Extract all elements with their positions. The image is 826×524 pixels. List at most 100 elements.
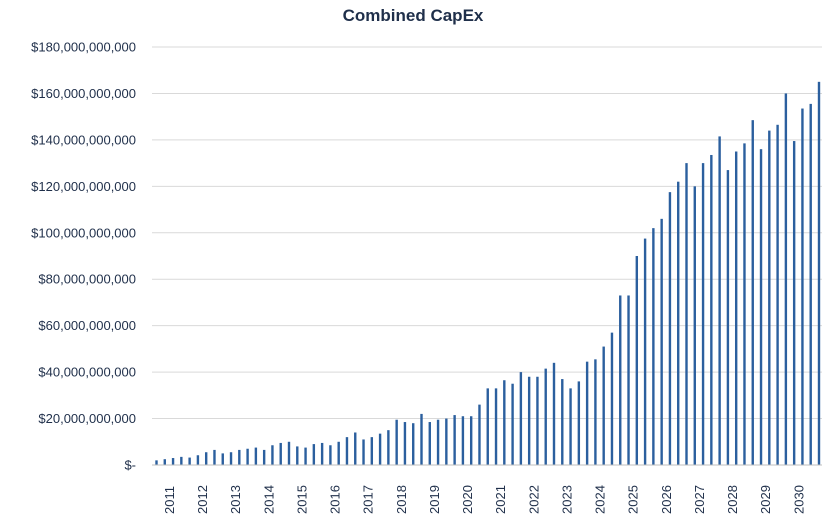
bar: [279, 442, 282, 465]
bar: [436, 419, 440, 465]
x-tick-label: 2021: [493, 485, 508, 514]
x-tick-label: 2017: [361, 485, 376, 514]
bar: [238, 449, 241, 465]
y-tick-label: $120,000,000,000: [31, 179, 136, 194]
y-tick-label: $40,000,000,000: [38, 365, 136, 380]
bar: [412, 423, 415, 465]
y-axis-labels: $- $20,000,000,000 $40,000,000,000 $60,000,…: [31, 40, 136, 473]
bar: [751, 120, 754, 466]
bar: [196, 455, 200, 465]
bar: [171, 458, 175, 465]
bar: [718, 136, 721, 465]
bar: [494, 388, 498, 465]
bar: [271, 445, 274, 465]
bar: [801, 108, 804, 466]
bar: [544, 368, 547, 465]
bar: [685, 163, 688, 465]
bar: [776, 124, 779, 466]
bar: [643, 238, 647, 465]
y-tick-label: $-: [124, 458, 136, 473]
x-tick-label: 2016: [328, 485, 343, 514]
bar: [221, 453, 224, 465]
x-tick-label: 2015: [294, 485, 309, 514]
x-tick-label: 2024: [593, 485, 608, 514]
bar: [627, 295, 630, 465]
bar: [743, 143, 746, 465]
bar: [585, 361, 589, 465]
x-tick-label: 2027: [692, 485, 707, 514]
x-axis-labels: 2011 2012 2013 2014 2015 2016 2017 2018 2019 2020…: [162, 485, 806, 514]
bar: [768, 130, 771, 465]
x-tick-label: 2013: [228, 485, 243, 514]
bar: [503, 380, 506, 465]
bar: [204, 452, 208, 465]
x-tick-label: 2022: [526, 485, 541, 514]
bar: [246, 448, 249, 465]
bar: [759, 149, 763, 465]
x-tick-label: 2026: [659, 485, 674, 514]
bar: [453, 415, 456, 465]
bar: [180, 456, 183, 465]
y-tick-label: $160,000,000,000: [31, 86, 136, 101]
bar: [312, 444, 316, 465]
bar: [701, 163, 705, 465]
bar: [602, 346, 605, 465]
bar: [296, 446, 299, 465]
bar: [387, 430, 390, 465]
bar: [809, 103, 812, 466]
bar: [395, 419, 398, 465]
x-tick-label: 2020: [460, 485, 475, 514]
chart-title: Combined CapEx: [342, 6, 484, 25]
y-tick-label: $20,000,000,000: [38, 411, 136, 426]
bar: [668, 192, 672, 465]
bar: [370, 437, 374, 465]
y-tick-label: $140,000,000,000: [31, 132, 136, 147]
bar: [254, 447, 258, 465]
x-tick-label: 2011: [162, 486, 177, 514]
bar: [519, 372, 523, 465]
x-tick-label: 2023: [559, 485, 574, 514]
y-tick-label: $80,000,000,000: [38, 272, 136, 287]
bar: [710, 154, 713, 465]
bar: [486, 388, 489, 465]
bar: [577, 381, 581, 465]
bar: [155, 460, 158, 465]
bar: [445, 418, 448, 465]
bar: [188, 457, 191, 465]
y-tick-label: $180,000,000,000: [31, 40, 136, 55]
bar: [536, 376, 539, 465]
bar: [652, 228, 655, 465]
bar: [635, 256, 639, 465]
bar: [378, 433, 382, 465]
x-tick-label: 2018: [394, 485, 409, 514]
bar: [262, 449, 266, 465]
bar: [345, 437, 349, 465]
gridlines: [152, 46, 822, 420]
bar: [594, 359, 597, 465]
bar: [287, 441, 291, 465]
bar: [817, 81, 821, 465]
bar: [792, 141, 796, 466]
bar: [403, 422, 407, 465]
bar: [304, 447, 307, 465]
bar: [527, 376, 531, 465]
bar: [569, 388, 572, 465]
bar: [660, 218, 663, 465]
bar: [677, 181, 680, 465]
bar: [420, 413, 423, 465]
x-tick-label: 2012: [195, 485, 210, 514]
bar: [329, 445, 332, 465]
x-tick-label: 2029: [758, 485, 773, 514]
x-tick-label: 2030: [791, 485, 806, 514]
bar: [552, 362, 556, 465]
bars: [155, 81, 821, 466]
y-tick-label: $100,000,000,000: [31, 225, 136, 240]
bar: [461, 416, 465, 465]
bar: [229, 452, 233, 465]
x-tick-label: 2028: [725, 485, 740, 514]
bar: [469, 416, 473, 465]
bar: [337, 441, 340, 465]
bar: [163, 459, 166, 465]
bar: [619, 295, 622, 465]
